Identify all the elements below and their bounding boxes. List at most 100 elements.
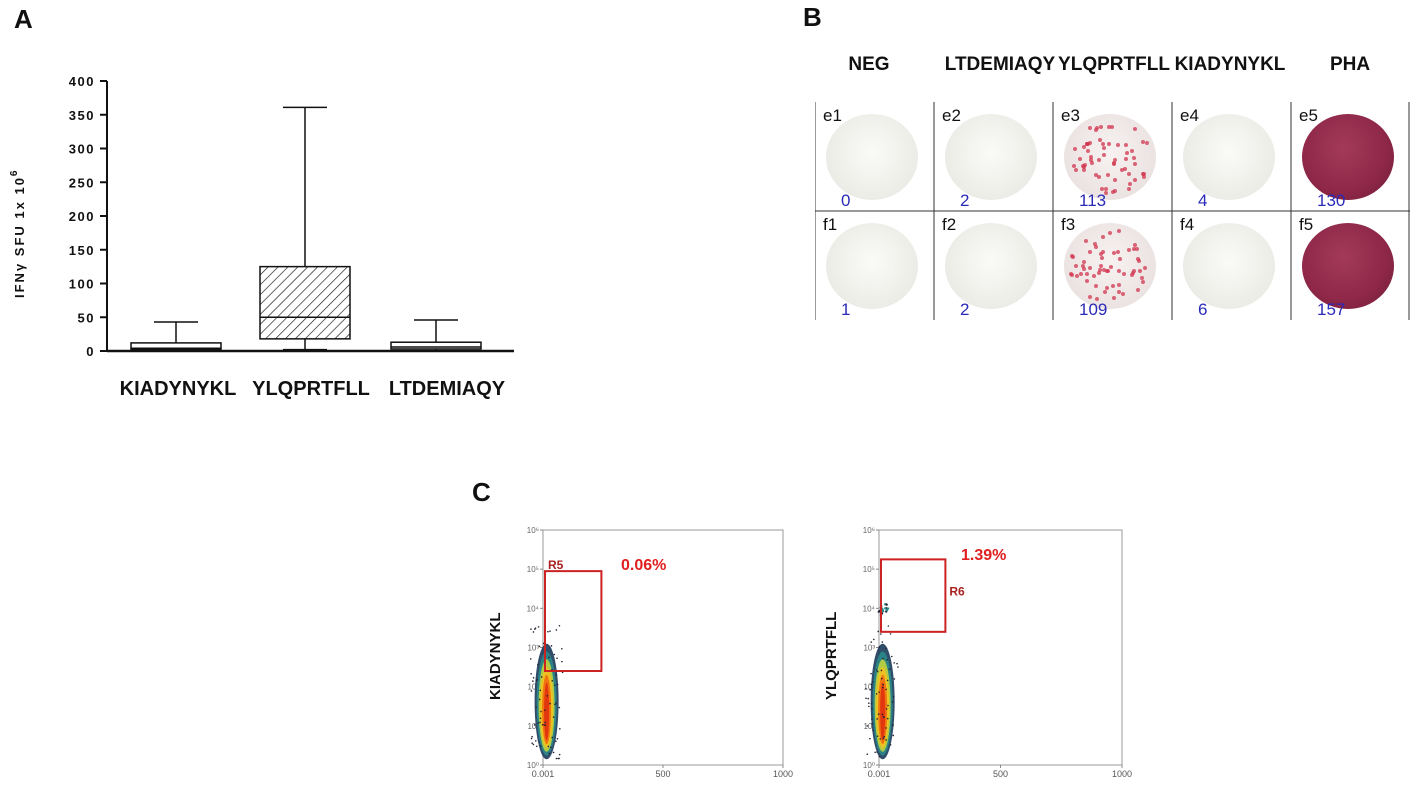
event-dot (539, 689, 542, 692)
spot (1129, 149, 1134, 154)
event-dot (554, 703, 556, 706)
event-dot (876, 735, 879, 737)
x-category-label: KIADYNYKL (120, 378, 237, 400)
y-tick-label: 100 (69, 277, 95, 292)
event-dot (532, 743, 535, 746)
event-dot (882, 657, 884, 660)
event-dot (871, 722, 873, 725)
spot (1078, 156, 1083, 161)
event-dot (877, 630, 880, 633)
event-dot (531, 735, 533, 738)
y-tick-label: 10⁰ (527, 761, 539, 770)
spot (1132, 126, 1137, 131)
event-dot (880, 669, 883, 672)
density-layer (536, 651, 557, 756)
flow-plot-1: 10⁰ 10¹ 10² 10³ 10⁴ 10⁵ 10⁶ 0.001 500 1000 KIADYNY… (487, 526, 793, 779)
density-layer (870, 643, 895, 760)
spot (1074, 264, 1079, 269)
event-dot (546, 694, 549, 697)
x-category-label: YLQPRTFLL (252, 378, 370, 400)
spot (1097, 267, 1102, 272)
spot (1116, 250, 1121, 255)
event-dot (534, 627, 537, 629)
event-dot (537, 663, 539, 666)
event-dot (866, 753, 869, 756)
event-dot (553, 653, 556, 656)
well-disc (1302, 114, 1394, 200)
spot-count: 2 (960, 191, 970, 210)
y-axis-label: KIADYNYKL (487, 612, 504, 700)
y-axis-label-exponent: 6 (9, 169, 20, 177)
event-dot (555, 629, 558, 631)
y-tick-label: 10¹ (863, 722, 875, 731)
event-dot (886, 658, 888, 661)
spot (1098, 264, 1103, 269)
event-dot (561, 671, 564, 674)
spot (1142, 265, 1147, 270)
spot (1099, 125, 1104, 130)
event-dot (869, 737, 871, 740)
event-dot (881, 608, 884, 612)
spot (1141, 139, 1146, 144)
spot (1088, 158, 1093, 163)
spot (1127, 172, 1132, 177)
panel-c-letter: C (472, 477, 491, 507)
event-dot (540, 710, 542, 713)
event-dot (892, 696, 895, 698)
event-dot (885, 610, 888, 613)
event-dot (530, 672, 532, 675)
x-tick-label: 1000 (1112, 769, 1132, 779)
event-dot (549, 702, 551, 705)
well-id-label: e5 (1299, 106, 1318, 125)
well-disc (1183, 223, 1275, 309)
event-dot (551, 668, 553, 671)
event-dot (876, 718, 878, 720)
event-dot (896, 662, 898, 665)
event-dot (548, 656, 550, 659)
event-dot (880, 633, 882, 635)
event-dot (553, 684, 556, 686)
event-dot (547, 745, 550, 748)
spot (1081, 164, 1086, 169)
spot (1110, 284, 1115, 289)
spot (1103, 187, 1108, 192)
event-dot (886, 717, 889, 720)
well-id-label: f1 (823, 215, 838, 234)
y-tick-label: 350 (69, 108, 95, 123)
event-dot (892, 723, 894, 726)
event-dot (530, 628, 532, 630)
event-dot (533, 724, 536, 726)
y-tick-label: 10² (527, 683, 539, 692)
spot (1105, 286, 1110, 291)
well-id-label: f5 (1299, 215, 1314, 234)
well-f1: f1 1 (815, 211, 934, 320)
event-dot (897, 666, 899, 668)
gate-box (544, 570, 603, 672)
event-dot (548, 752, 550, 755)
spot (1116, 289, 1121, 294)
well-e2: e2 2 (934, 102, 1053, 211)
event-dot (881, 607, 884, 610)
well-id-label: f2 (942, 215, 957, 234)
event-dot (878, 691, 880, 693)
event-dot (870, 683, 873, 686)
box-iqr (130, 342, 222, 351)
event-dot (884, 607, 887, 610)
well-grid: e1 0 e2 2 e3 113 e4 4 e5 130 f1 1 f2 2 f3 109 f4 6 f5 157 (815, 102, 1410, 320)
well-grid-lines (815, 102, 1410, 320)
spot (1085, 272, 1090, 277)
spot (1141, 280, 1146, 285)
spot (1132, 162, 1137, 167)
spot (1099, 256, 1104, 261)
event-dot (882, 716, 885, 718)
event-dot (552, 751, 555, 754)
y-tick-label: 0 (86, 344, 95, 359)
spot-count: 6 (1198, 300, 1208, 319)
spot (1094, 125, 1099, 130)
density-layer (872, 651, 893, 756)
y-tick-label: 150 (69, 243, 95, 258)
y-axis-label: IFNγ SFU 1x 106 (9, 169, 27, 299)
spot (1069, 253, 1074, 258)
well-id-label: e3 (1061, 106, 1080, 125)
well-e4: e4 4 (1172, 102, 1291, 211)
